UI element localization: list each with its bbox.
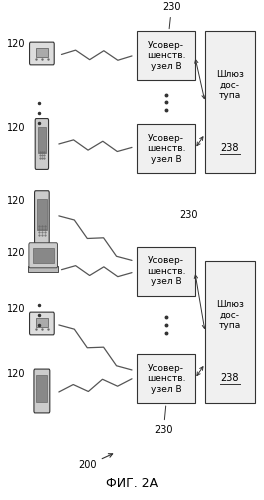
Bar — [37, 199, 47, 230]
FancyBboxPatch shape — [35, 190, 49, 244]
Text: 120: 120 — [7, 196, 26, 206]
Bar — [205, 262, 255, 403]
Bar — [38, 128, 46, 153]
FancyBboxPatch shape — [35, 118, 49, 170]
Text: Усовер-
шенств.
узел В: Усовер- шенств. узел В — [147, 134, 185, 164]
Text: Усовер-
шенств.
узел В: Усовер- шенств. узел В — [147, 364, 185, 394]
Text: Усовер-
шенств.
узел В: Усовер- шенств. узел В — [147, 256, 185, 286]
Bar — [28, 266, 58, 272]
Text: ФИГ. 2А: ФИГ. 2А — [106, 478, 158, 490]
Text: 200: 200 — [78, 454, 113, 470]
Text: 120: 120 — [7, 369, 26, 379]
Bar — [137, 246, 195, 296]
FancyBboxPatch shape — [29, 243, 58, 268]
Text: Шлюз
дос-
тупа: Шлюз дос- тупа — [216, 70, 244, 101]
Text: 230: 230 — [162, 2, 181, 29]
Text: 230: 230 — [180, 210, 198, 220]
Bar — [137, 124, 195, 174]
Text: 238: 238 — [221, 372, 239, 382]
Bar — [36, 318, 48, 327]
Bar — [137, 354, 195, 403]
Bar — [137, 32, 195, 80]
Text: 120: 120 — [7, 123, 26, 133]
Bar — [205, 32, 255, 174]
Text: 230: 230 — [154, 406, 173, 435]
Text: Шлюз
дос-
тупа: Шлюз дос- тупа — [216, 300, 244, 330]
Text: Усовер-
шенств.
узел В: Усовер- шенств. узел В — [147, 41, 185, 71]
Bar — [36, 48, 48, 57]
Text: 238: 238 — [221, 143, 239, 153]
FancyBboxPatch shape — [30, 42, 54, 65]
Text: 120: 120 — [7, 38, 26, 48]
FancyBboxPatch shape — [30, 312, 54, 335]
Text: 120: 120 — [7, 304, 26, 314]
Bar — [32, 248, 54, 263]
Text: 120: 120 — [7, 248, 26, 258]
Bar — [36, 375, 47, 402]
FancyBboxPatch shape — [34, 369, 50, 413]
